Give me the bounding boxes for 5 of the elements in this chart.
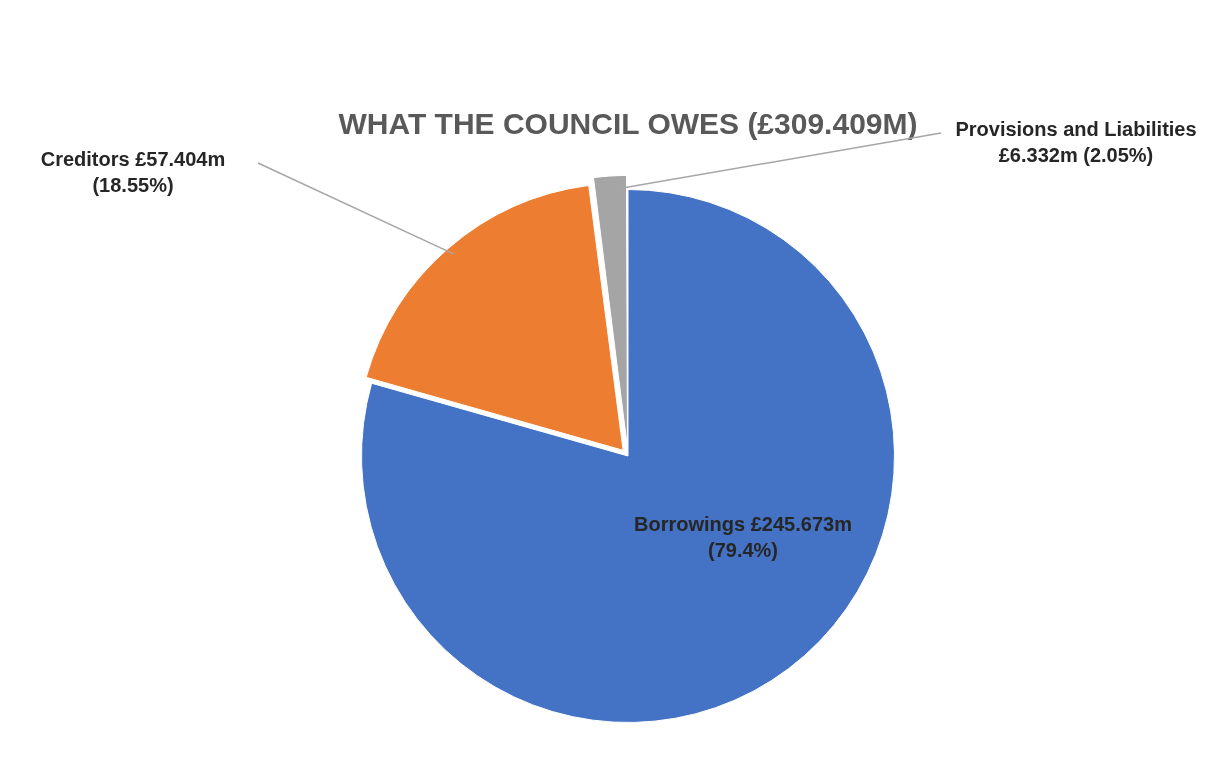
slice-label: Creditors £57.404m (18.55%) [40, 147, 226, 196]
chart-title: WHAT THE COUNCIL OWES (£309.409M) [338, 107, 918, 141]
data-label: £6.332m (2.05%) [998, 143, 1154, 166]
slice-label: Provisions and Liabilities [955, 117, 1197, 140]
slice-label: Borrowings £245.673m (79.4%) [634, 512, 852, 561]
